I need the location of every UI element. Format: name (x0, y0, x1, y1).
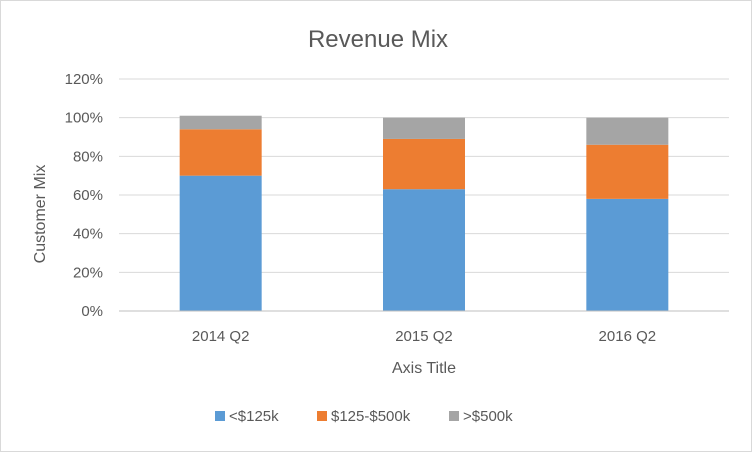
legend-label: $125-$500k (331, 408, 411, 425)
x-tick-label: 2016 Q2 (599, 328, 657, 345)
y-tick-label: 60% (73, 187, 103, 204)
x-tick-label: 2015 Q2 (395, 328, 453, 345)
y-tick-label: 40% (73, 226, 103, 243)
y-tick-label: 20% (73, 264, 103, 281)
legend-swatch (317, 411, 327, 421)
legend-swatch (215, 411, 225, 421)
y-tick-label: 80% (73, 148, 103, 165)
x-axis-title: Axis Title (392, 360, 456, 377)
bar-segment (383, 117, 465, 139)
x-tick-label: 2014 Q2 (192, 328, 250, 345)
legend-swatch (449, 411, 459, 421)
chart-title: Revenue Mix (308, 26, 448, 53)
y-tick-label: 120% (65, 71, 103, 88)
y-axis-title: Customer Mix (32, 165, 49, 264)
bar-segment (179, 115, 262, 130)
x-axis-ticks: 2014 Q2 2015 Q2 2016 Q2 (119, 310, 729, 345)
bars (179, 115, 669, 311)
bar-segment (179, 129, 262, 176)
bar-segment (586, 144, 669, 199)
y-tick-label: 0% (81, 303, 103, 320)
bar-segment (383, 189, 465, 311)
legend: <$125k $125-$500k >$500k (215, 408, 513, 425)
bar-segment (586, 198, 669, 311)
bar-segment (383, 138, 465, 190)
y-tick-label: 100% (65, 110, 103, 127)
bar-segment (586, 117, 669, 145)
legend-label: >$500k (463, 408, 513, 425)
legend-label: <$125k (229, 408, 279, 425)
bar-segment (179, 175, 262, 311)
y-axis-ticks: 0% 20% 40% 60% 80% 100% 120% (65, 71, 103, 320)
